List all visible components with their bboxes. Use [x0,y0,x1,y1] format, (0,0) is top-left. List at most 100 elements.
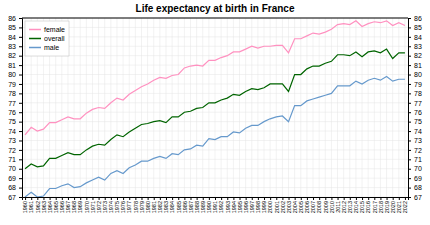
x-tick-mark [92,197,93,200]
x-tick-label: 2016 [365,201,371,213]
grid-line [165,18,166,197]
x-tick-mark [74,197,75,200]
x-tick-mark [50,197,51,200]
y2-tick: 73 [408,137,422,144]
y2-tick-label: 75 [414,118,422,125]
y2-tick-mark [408,56,411,57]
x-tick-mark [276,197,277,200]
y-tick-label: 67 [8,194,16,201]
y-tick-label: 73 [8,137,16,144]
y-axis: 6768697071727374757677787980818283848586 [8,15,22,201]
x-tick: 2010 [329,197,335,213]
grid-line [22,178,408,179]
grid-line [264,18,265,197]
y-tick-mark [19,178,22,179]
grid-line [300,18,301,197]
x-tick: 1977 [126,197,132,213]
y2-tick: 69 [408,175,422,182]
x-tick: 1971 [90,197,96,213]
x-tick: 2001 [274,197,280,213]
y-tick-mark [19,131,22,132]
x-tick-mark [31,197,32,200]
x-tick: 1996 [243,197,249,213]
x-tick-mark [135,197,136,200]
y2-tick-mark [408,112,411,113]
y2-tick: 86 [408,15,422,22]
x-tick-label: 1979 [139,201,145,213]
y-tick-label: 75 [8,118,16,125]
y-tick: 76 [8,109,22,116]
x-tick-label: 2020 [390,201,396,213]
series-line [25,21,405,135]
x-tick-label: 1998 [255,201,261,213]
grid-line [80,18,81,197]
y-tick: 69 [8,175,22,182]
y2-tick-mark [408,75,411,76]
x-tick-label: 2005 [298,201,304,213]
y-tick: 85 [8,24,22,31]
x-tick-mark [368,197,369,200]
x-tick-label: 1984 [169,201,175,213]
x-tick-label: 1985 [175,201,181,213]
lines [25,21,405,197]
x-tick-mark [258,197,259,200]
x-tick: 2007 [310,197,316,213]
legend-label: overall [44,35,65,42]
x-tick-label: 1973 [102,201,108,213]
grid-line [74,18,75,197]
y2-tick-label: 82 [414,52,422,59]
grid-line [22,74,408,75]
grid-line [22,121,408,122]
legend-swatch [29,47,41,49]
grid-line [22,93,408,94]
grid-line [22,83,408,84]
x-tick: 1999 [261,197,267,213]
y2-tick-label: 74 [414,128,422,135]
x-tick-label: 2019 [384,201,390,213]
x-tick-label: 1966 [59,201,65,213]
grid-line [380,18,381,197]
x-tick-mark [338,197,339,200]
grid-line [349,18,350,197]
y2-tick-mark [408,18,411,19]
x-tick-label: 1962 [35,201,41,213]
grid-line [245,18,246,197]
x-tick-label: 2000 [267,201,273,213]
x-tick-mark [86,197,87,200]
x-tick: 2012 [341,197,347,213]
x-tick-mark [160,197,161,200]
grid-line [172,18,173,197]
x-tick: 2004 [292,197,298,213]
grid-line [147,18,148,197]
x-tick: 2017 [372,197,378,213]
grid-line [22,27,408,28]
legend: femaleoverallmale [25,21,69,56]
x-tick-mark [68,197,69,200]
y-tick: 80 [8,71,22,78]
y2-axis-line [409,19,412,198]
x-tick: 1989 [200,197,206,213]
y-tick-mark [19,112,22,113]
y-tick: 68 [8,184,22,191]
grid-line [208,18,209,197]
x-tick-label: 1976 [120,201,126,213]
y-tick-mark [19,103,22,104]
y-tick-mark [19,188,22,189]
series-line [25,49,405,169]
x-tick-label: 1975 [114,201,120,213]
grid-line [227,18,228,197]
grid-line [190,18,191,197]
x-tick-label: 2015 [359,201,365,213]
title: Life expectancy at birth in France [136,3,295,14]
grid-line [22,159,408,160]
x-tick-mark [325,197,326,200]
y-tick: 84 [8,34,22,41]
x-tick-label: 1970 [84,201,90,213]
grid-line [319,18,320,197]
y-tick-label: 81 [8,62,16,69]
grid-line [22,168,408,169]
y2-tick-mark [408,159,411,160]
y2-tick-mark [408,46,411,47]
grid-line [398,18,399,197]
x-tick-label: 1982 [157,201,163,213]
